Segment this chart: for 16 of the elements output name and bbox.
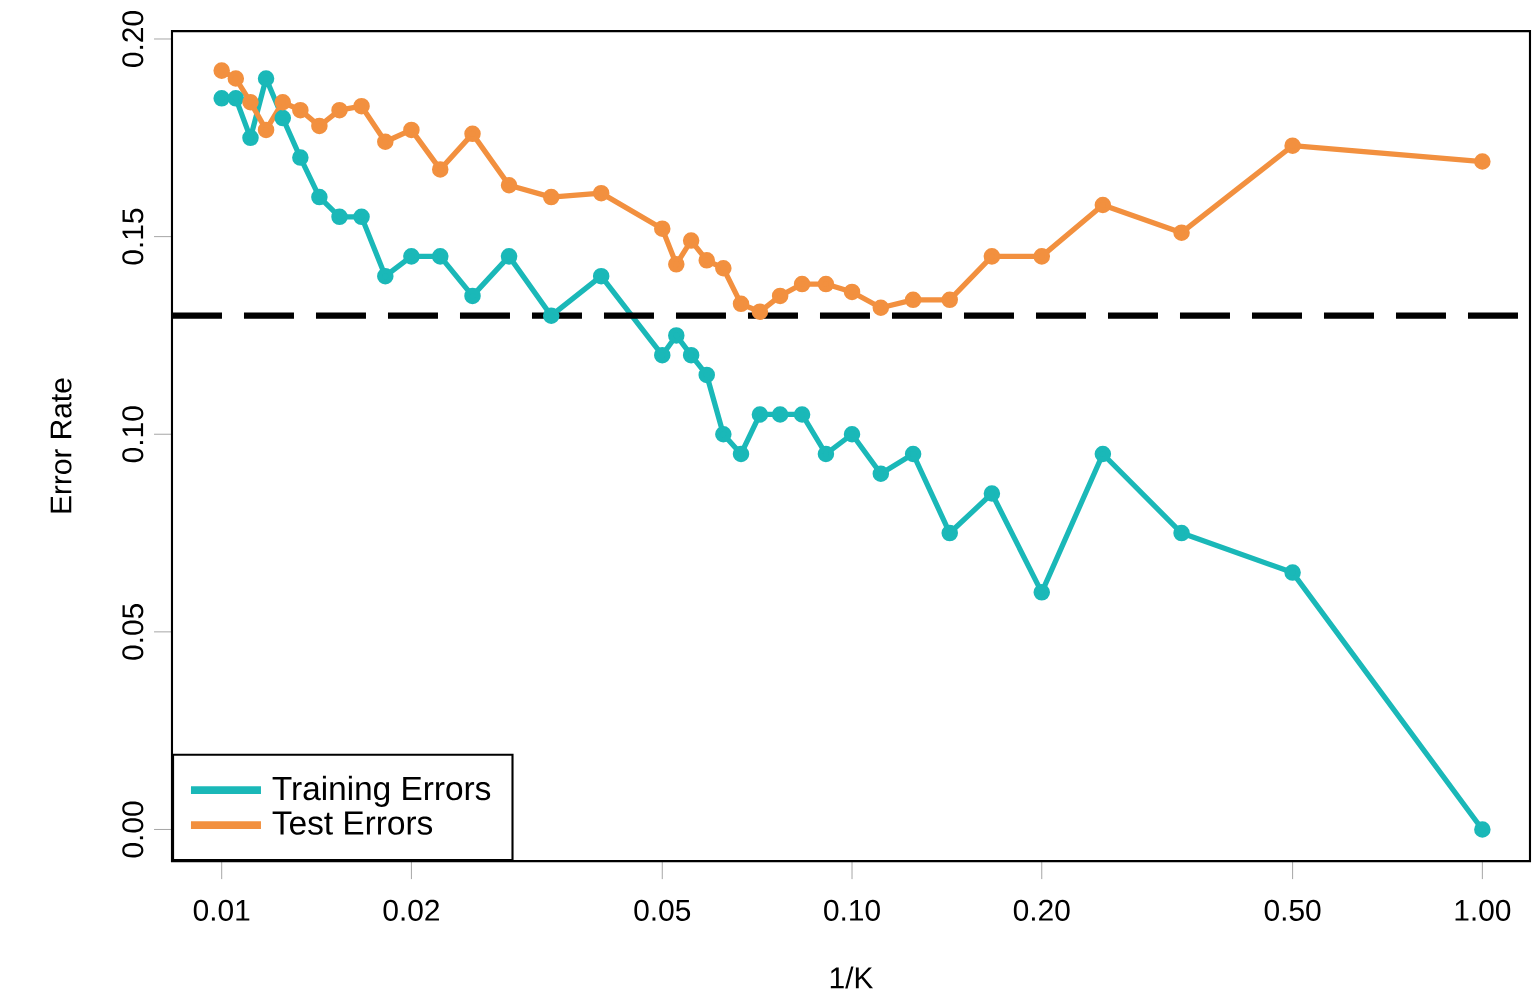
- legend-label: Training Errors: [272, 775, 491, 807]
- y-tick-label: 0.00: [122, 801, 144, 858]
- y-tick-label: 0.10: [122, 406, 144, 462]
- x-axis-title: 1/K: [830, 966, 874, 989]
- y-tick-label: 0.05: [122, 603, 144, 660]
- x-tick-label: 0.50: [1264, 899, 1321, 921]
- x-tick-label: 0.01: [193, 899, 250, 921]
- y-tick-label: 0.20: [122, 10, 144, 67]
- x-tick-label: 0.05: [634, 899, 691, 921]
- x-tick-label: 0.10: [824, 899, 880, 921]
- y-tick-label: 0.15: [122, 208, 144, 265]
- x-tick-label: 0.20: [1013, 899, 1070, 921]
- x-tick-label: 0.02: [383, 899, 439, 921]
- legend-label: Test Errors: [272, 811, 433, 835]
- x-tick-label: 1.00: [1455, 899, 1511, 921]
- y-axis-title: Error Rate: [50, 378, 72, 513]
